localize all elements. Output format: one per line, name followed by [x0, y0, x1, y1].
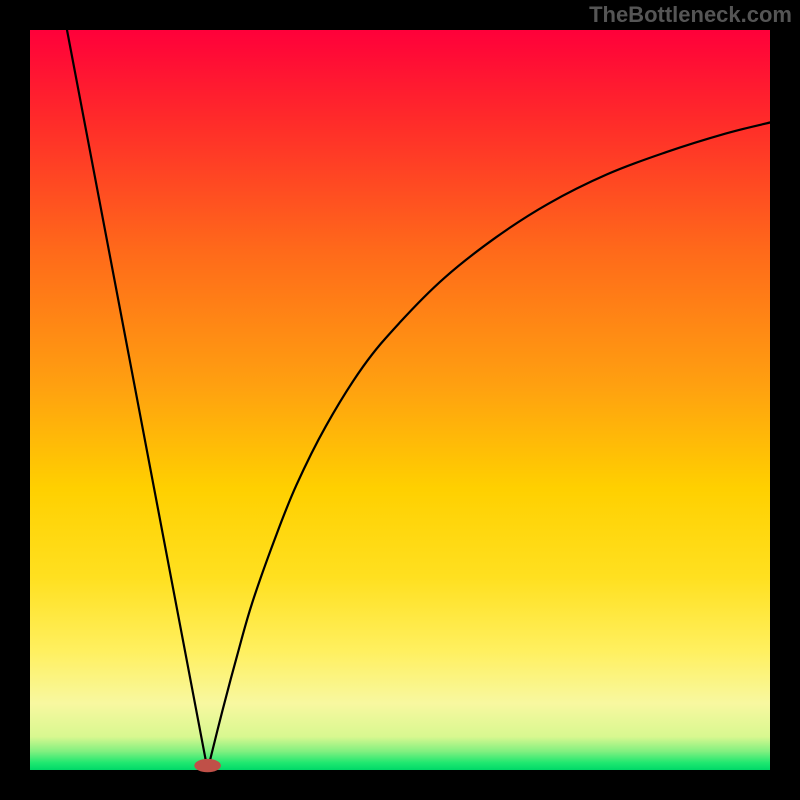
optimum-marker [194, 759, 221, 772]
chart-container: TheBottleneck.com [0, 0, 800, 800]
watermark-text: TheBottleneck.com [589, 2, 792, 28]
gradient-background [30, 30, 770, 770]
bottleneck-chart [0, 0, 800, 800]
